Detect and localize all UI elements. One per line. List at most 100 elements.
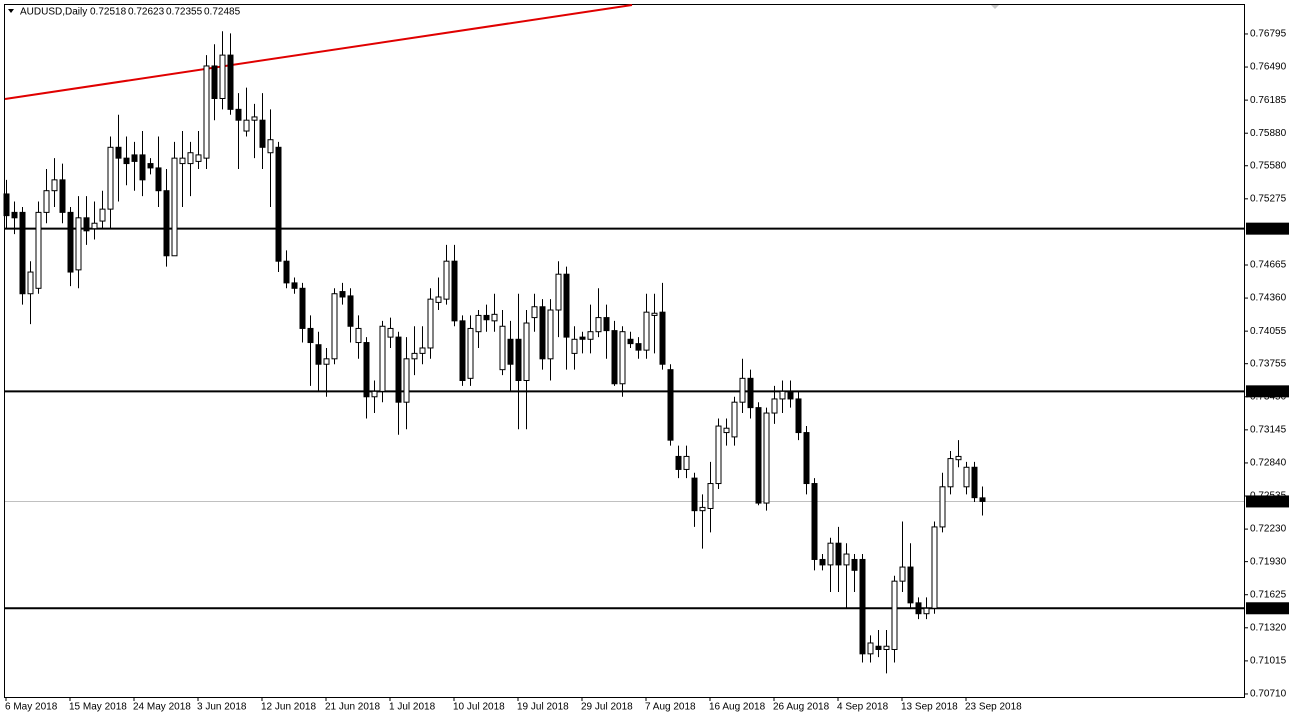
y-tick-label: 0.74055 [1250, 326, 1287, 337]
candle-body [171, 157, 178, 257]
header-low: 0.72355 [166, 7, 203, 18]
candle-body [227, 54, 234, 110]
candle-body [179, 157, 186, 165]
candle-body [99, 208, 106, 222]
level-price-label: 0.73500 [1249, 386, 1286, 397]
candle-body [507, 338, 514, 365]
candle-body [499, 325, 506, 371]
candle-body [387, 327, 394, 338]
candle-body [523, 322, 530, 382]
candle-body [907, 566, 914, 604]
x-tick-label: 16 Aug 2018 [709, 702, 766, 713]
candle-body [411, 352, 418, 360]
x-tick-label: 21 Jun 2018 [325, 702, 380, 713]
x-tick-label: 12 Jun 2018 [261, 702, 316, 713]
candle-body [819, 558, 826, 566]
x-tick-label: 4 Sep 2018 [837, 702, 889, 713]
candle-body [643, 311, 650, 351]
header-close: 0.72485 [204, 7, 241, 18]
candle-body [307, 327, 314, 344]
candle-body [379, 325, 386, 392]
candle-body [19, 211, 26, 295]
candle-body [203, 65, 210, 159]
candle-body [347, 295, 354, 327]
x-tick-label: 10 Jul 2018 [453, 702, 505, 713]
y-tick-label: 0.75275 [1250, 193, 1287, 204]
candle-body [83, 217, 90, 232]
y-tick-label: 0.71320 [1250, 622, 1287, 633]
candle-body [899, 566, 906, 582]
candle-body [123, 157, 130, 165]
candle-body [667, 369, 674, 441]
shift-marker [991, 5, 999, 9]
candle-body [43, 190, 50, 213]
candle-body [579, 336, 586, 340]
candle-body [323, 358, 330, 365]
x-tick-label: 24 May 2018 [133, 702, 191, 713]
candle-body [707, 483, 714, 509]
candle-body [883, 645, 890, 650]
y-tick-label: 0.73145 [1250, 424, 1287, 435]
level-price-label: 0.71500 [1249, 603, 1286, 614]
candle-body [187, 152, 194, 165]
candle-body [259, 119, 266, 148]
candle-body [147, 163, 154, 169]
candle-body [395, 336, 402, 403]
candle-body [403, 358, 410, 403]
candle-body [251, 116, 258, 121]
candle-body [283, 260, 290, 284]
y-tick-label: 0.73755 [1250, 358, 1287, 369]
candle-body [947, 458, 954, 488]
x-tick-label: 3 Jun 2018 [197, 702, 247, 713]
y-tick-label: 0.76185 [1250, 95, 1287, 106]
level-price-box [1246, 385, 1289, 398]
x-tick-label: 29 Jul 2018 [581, 702, 633, 713]
candle-body [515, 338, 522, 382]
candle-body [771, 398, 778, 414]
candle-body [683, 455, 690, 470]
candle-body [467, 327, 474, 379]
candle-body [795, 398, 802, 434]
candle-body [851, 558, 858, 571]
candle-body [475, 314, 482, 333]
candle-body [955, 455, 962, 461]
candle-body [699, 506, 706, 512]
candle-body [219, 54, 226, 99]
candle-body [563, 273, 570, 338]
plot-frame [4, 4, 1245, 698]
candle-body [459, 320, 466, 382]
x-tick-label: 7 Aug 2018 [645, 702, 696, 713]
candle-body [779, 390, 786, 400]
y-tick-label: 0.71625 [1250, 589, 1287, 600]
y-tick-label: 0.75580 [1250, 160, 1287, 171]
candle-body [115, 146, 122, 159]
candle-body [635, 343, 642, 351]
trend-line [4, 4, 633, 100]
candle-body [427, 298, 434, 349]
candle-body [131, 154, 138, 162]
candle-body [875, 645, 882, 650]
current-price-label: 0.72485 [1249, 496, 1286, 507]
candle-body [803, 432, 810, 485]
candle-body [587, 331, 594, 340]
candle-body [891, 580, 898, 650]
candle-body [867, 642, 874, 655]
y-tick-label: 0.74665 [1250, 260, 1287, 271]
header-triangle [8, 9, 14, 13]
candle-body [611, 330, 618, 385]
candle-body [315, 344, 322, 365]
candle-body [619, 331, 626, 385]
candle-body [275, 146, 282, 262]
candle-body [67, 211, 74, 273]
y-tick-label: 0.76490 [1250, 62, 1287, 73]
y-tick-label: 0.72840 [1250, 458, 1287, 469]
level-price-box [1246, 602, 1289, 615]
candle-body [371, 390, 378, 398]
candle-body [419, 347, 426, 354]
y-tick-label: 0.72230 [1250, 524, 1287, 535]
candle-body [355, 327, 362, 344]
candle-body [739, 377, 746, 403]
candle-body [139, 154, 146, 181]
